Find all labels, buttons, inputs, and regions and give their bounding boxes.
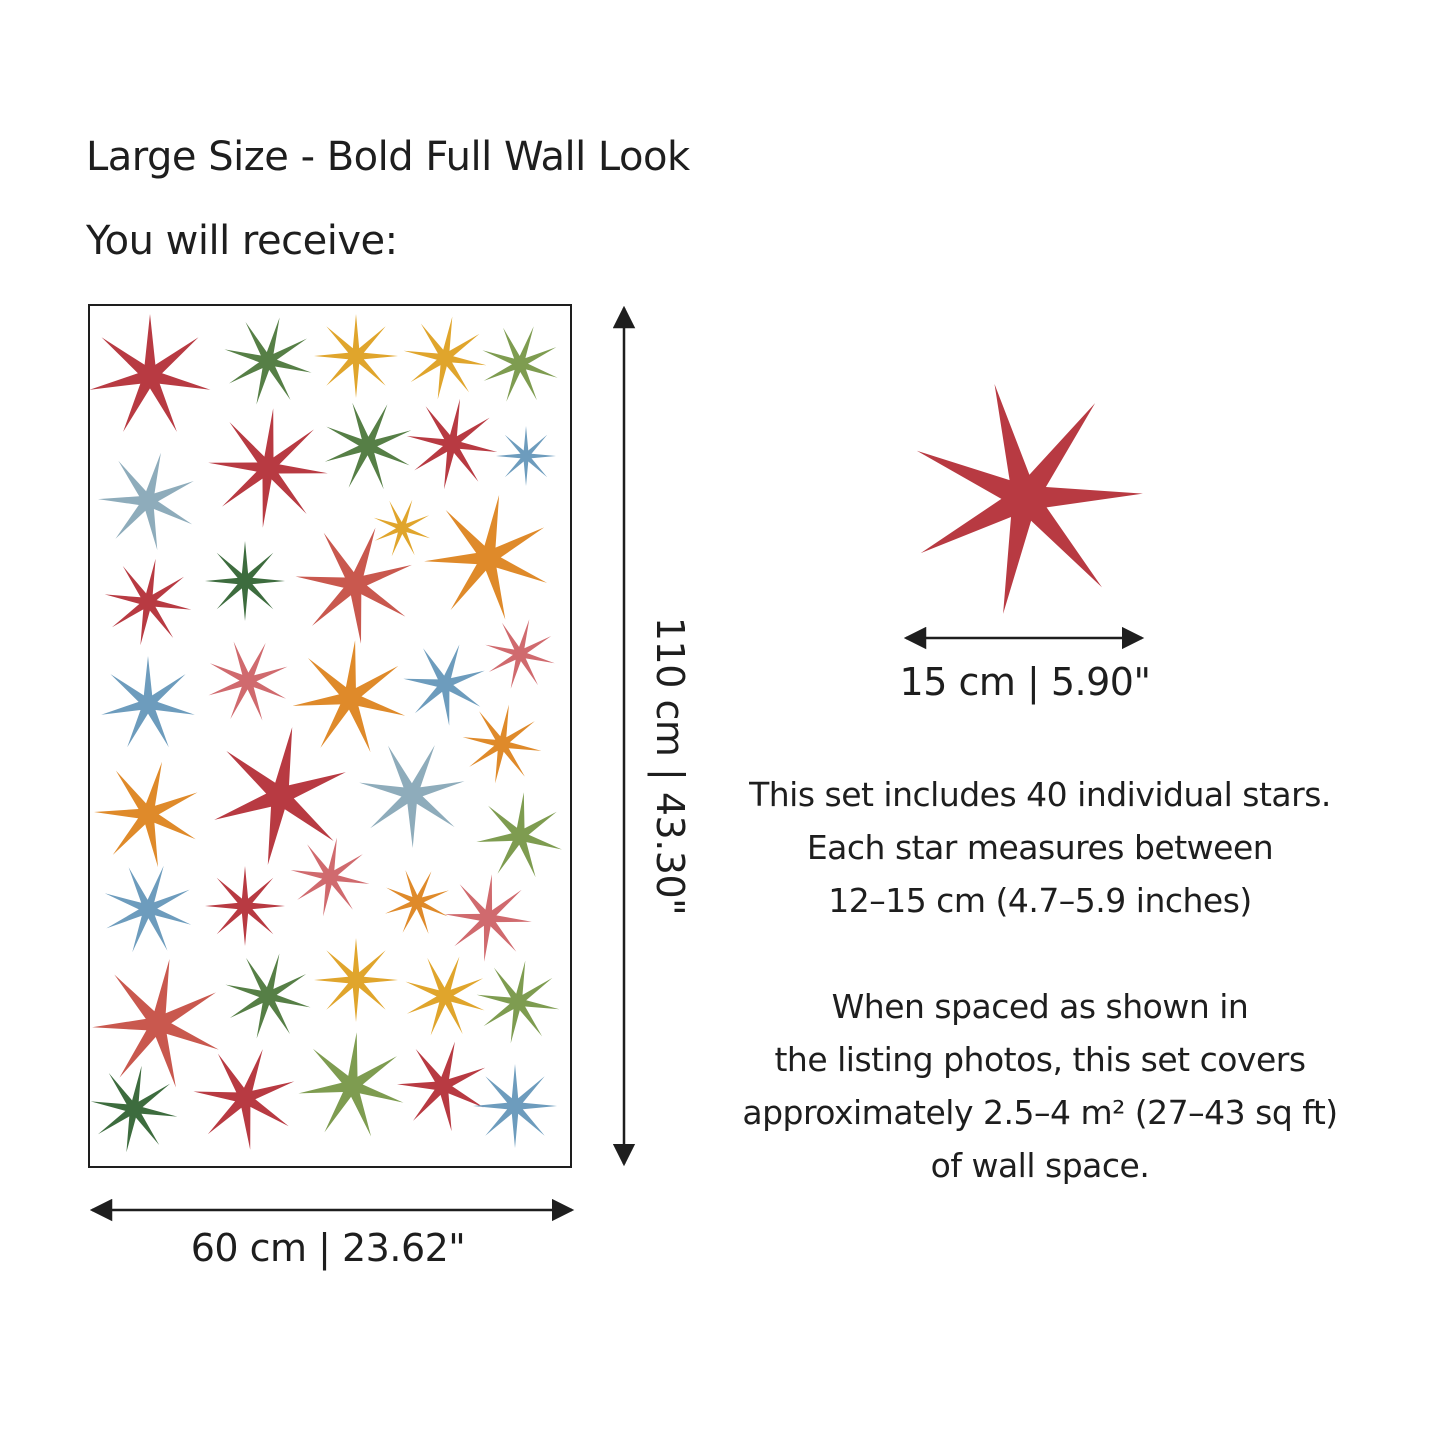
single-star-icon — [916, 384, 1143, 614]
sheet-height-label: 110 cm | 43.30" — [648, 616, 692, 916]
star-sticker — [476, 960, 560, 1044]
star-sticker — [496, 426, 556, 486]
receive-heading: You will receive: — [86, 218, 398, 264]
star-sticker — [462, 704, 542, 784]
star-sticker — [403, 644, 485, 726]
star-sticker — [476, 792, 562, 878]
star-sticker — [92, 959, 219, 1088]
star-sticker — [424, 495, 547, 620]
star-sticker — [397, 1041, 486, 1132]
star-sticker — [403, 316, 487, 400]
star-sticker — [101, 656, 195, 748]
star-sticker — [98, 452, 194, 551]
star-sticker — [324, 402, 412, 490]
set-description: This set includes 40 individual stars. E… — [720, 768, 1360, 1192]
description-line: the listing photos, this set covers — [774, 1040, 1306, 1079]
star-sticker — [482, 326, 558, 402]
star-sticker — [373, 499, 431, 557]
star-sticker — [205, 541, 285, 621]
star-sticker — [314, 314, 398, 398]
single-star-example — [900, 370, 1150, 625]
star-sticker — [90, 314, 211, 432]
star-sticker — [444, 874, 532, 962]
star-sticker — [406, 398, 498, 490]
star-sticker — [290, 837, 370, 917]
star-sticker — [473, 1064, 557, 1148]
star-sticker — [104, 865, 192, 953]
star-sticker — [298, 1032, 404, 1137]
single-star-size-label: 15 cm | 5.90" — [899, 660, 1151, 704]
star-sticker — [295, 527, 412, 644]
star-sticker — [359, 745, 465, 848]
star-sticker — [485, 619, 555, 689]
star-sticker — [224, 317, 312, 405]
description-line: When spaced as shown in — [831, 987, 1249, 1026]
page-title: Large Size - Bold Full Wall Look — [86, 134, 690, 180]
sticker-sheet — [88, 304, 572, 1168]
star-sticker — [193, 1049, 295, 1150]
star-sticker — [104, 558, 192, 646]
single-star-shape — [916, 384, 1143, 614]
star-sticker — [214, 727, 346, 865]
sticker-sheet-stars — [90, 314, 562, 1153]
star-sticker — [208, 408, 328, 528]
description-line: This set includes 40 individual stars. — [749, 775, 1331, 814]
description-line: approximately 2.5–4 m² (27–43 sq ft) — [742, 1093, 1338, 1132]
sheet-width-label: 60 cm | 23.62" — [190, 1226, 466, 1270]
star-sticker — [225, 953, 311, 1039]
description-line: Each star measures between — [806, 828, 1274, 867]
description-line: 12–15 cm (4.7–5.9 inches) — [828, 881, 1252, 920]
star-sticker — [90, 1065, 178, 1153]
star-sticker — [208, 641, 288, 721]
star-sticker — [405, 956, 485, 1036]
description-line: of wall space. — [930, 1146, 1150, 1185]
star-sticker — [314, 938, 398, 1022]
star-sticker — [205, 866, 285, 946]
star-sticker — [292, 640, 406, 753]
star-sticker — [385, 870, 449, 934]
star-sticker — [94, 761, 198, 868]
